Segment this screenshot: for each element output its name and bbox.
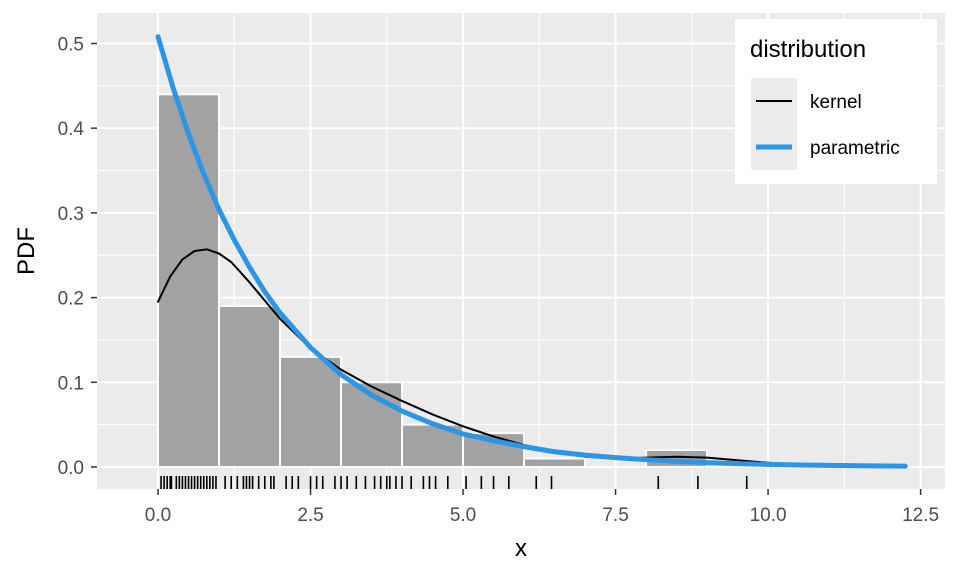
histogram-bar: [218, 305, 282, 468]
y-tick-label: 0.1: [58, 373, 84, 394]
line-kernel: [157, 248, 831, 467]
rug-ticks: [160, 476, 748, 489]
x-tick-label: 5.0: [450, 505, 476, 526]
x-axis-title: x: [515, 535, 527, 562]
y-tick-label: 0.2: [58, 289, 84, 310]
y-tick-label: 0.0: [58, 458, 84, 479]
y-tick-label: 0.5: [58, 34, 84, 55]
x-tick-label: 7.5: [602, 505, 628, 526]
legend-label-parametric: parametric: [810, 138, 900, 159]
x-tick-label: 12.5: [902, 505, 939, 526]
x-tick-label: 10.0: [750, 505, 787, 526]
line-parametric: [155, 34, 908, 469]
legend-title: distribution: [750, 36, 866, 63]
x-tick-label: 0.0: [145, 505, 171, 526]
legend-label-kernel: kernel: [810, 92, 862, 113]
histogram-bar: [279, 355, 343, 468]
y-tick-label: 0.4: [58, 119, 85, 140]
y-axis: 0.0 0.1 0.2 0.3 0.4 0.5: [58, 34, 97, 479]
y-tick-label: 0.3: [58, 204, 84, 225]
x-tick-label: 2.5: [297, 505, 323, 526]
density-lines: [155, 34, 908, 469]
histogram-bar: [523, 457, 587, 468]
x-axis: 0.0 2.5 5.0 7.5 10.0 12.5: [145, 489, 939, 526]
legend: distribution kernel parametric: [735, 19, 937, 184]
y-axis-title: PDF: [13, 227, 40, 275]
